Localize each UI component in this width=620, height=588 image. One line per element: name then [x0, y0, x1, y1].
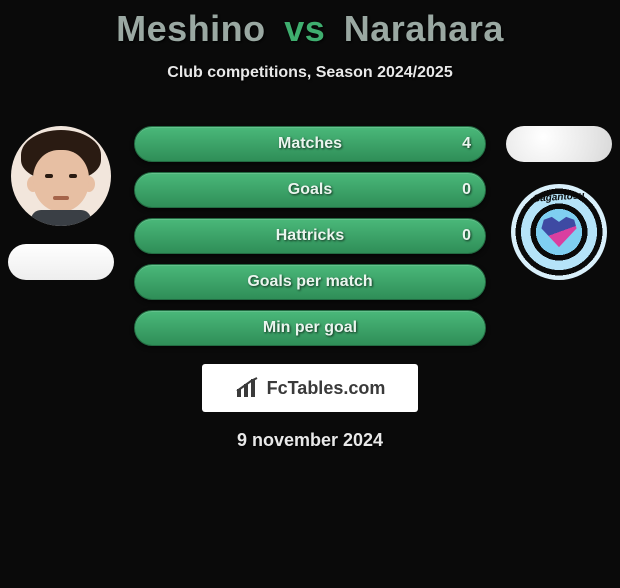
stats-list: Matches 4 Goals 0 Hattricks 0 Goals per …	[134, 126, 486, 346]
player1-club-badge	[8, 244, 114, 280]
club-badge-heart-icon	[539, 214, 579, 250]
stat-value-right: 4	[462, 127, 471, 161]
stat-label: Goals per match	[247, 273, 372, 291]
player1-name: Meshino	[116, 8, 266, 49]
content-area: Sagantosu Matches 4 Goals 0 Hattricks 0 …	[0, 126, 620, 451]
stat-value-right: 0	[462, 219, 471, 253]
watermark: FcTables.com	[202, 364, 418, 412]
comparison-title: Meshino vs Narahara	[0, 8, 620, 50]
vs-label: vs	[284, 8, 325, 49]
snapshot-date: 9 november 2024	[0, 430, 620, 451]
watermark-text: FcTables.com	[267, 378, 386, 399]
stat-label: Goals	[288, 181, 332, 199]
right-player-column: Sagantosu	[504, 126, 614, 280]
player2-name: Narahara	[344, 8, 504, 49]
subtitle: Club competitions, Season 2024/2025	[0, 64, 620, 82]
club-badge-text: Sagantosu	[511, 189, 608, 207]
stat-row-goals: Goals 0	[134, 172, 486, 208]
stat-label: Hattricks	[276, 227, 344, 245]
stat-label: Min per goal	[263, 319, 357, 337]
stat-row-goals-per-match: Goals per match	[134, 264, 486, 300]
player2-club-badge: Sagantosu	[511, 184, 607, 280]
bar-chart-icon	[235, 377, 261, 399]
stat-label: Matches	[278, 135, 342, 153]
stat-row-hattricks: Hattricks 0	[134, 218, 486, 254]
stat-row-min-per-goal: Min per goal	[134, 310, 486, 346]
player1-avatar	[11, 126, 111, 226]
stat-value-right: 0	[462, 173, 471, 207]
player2-avatar-placeholder	[506, 126, 612, 162]
left-player-column	[6, 126, 116, 280]
stat-row-matches: Matches 4	[134, 126, 486, 162]
